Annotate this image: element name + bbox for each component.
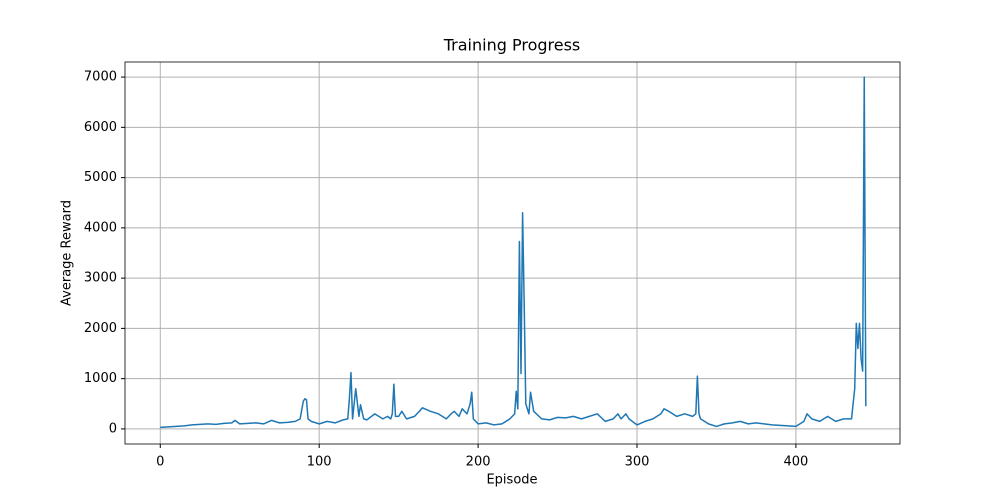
data-line xyxy=(160,76,867,429)
x-tick-label: 300 xyxy=(625,455,650,470)
y-tick-label: 4000 xyxy=(84,220,117,235)
y-axis-label: Average Reward xyxy=(60,200,75,306)
y-tick-label: 6000 xyxy=(84,120,117,135)
chart-title: Training Progress xyxy=(443,36,581,55)
x-tick-label: 100 xyxy=(307,455,332,470)
y-tick-label: 3000 xyxy=(84,271,117,286)
y-tick-label: 5000 xyxy=(84,170,117,185)
y-tick-label: 7000 xyxy=(84,70,117,85)
plot-frame xyxy=(124,61,901,445)
x-axis-label: Episode xyxy=(486,473,537,488)
y-tick-label: 0 xyxy=(109,421,117,436)
x-tick-label: 0 xyxy=(156,455,164,470)
x-tick-label: 400 xyxy=(784,455,809,470)
y-tick-label: 2000 xyxy=(84,321,117,336)
x-tick-label: 200 xyxy=(466,455,491,470)
y-tick-label: 1000 xyxy=(84,371,117,386)
